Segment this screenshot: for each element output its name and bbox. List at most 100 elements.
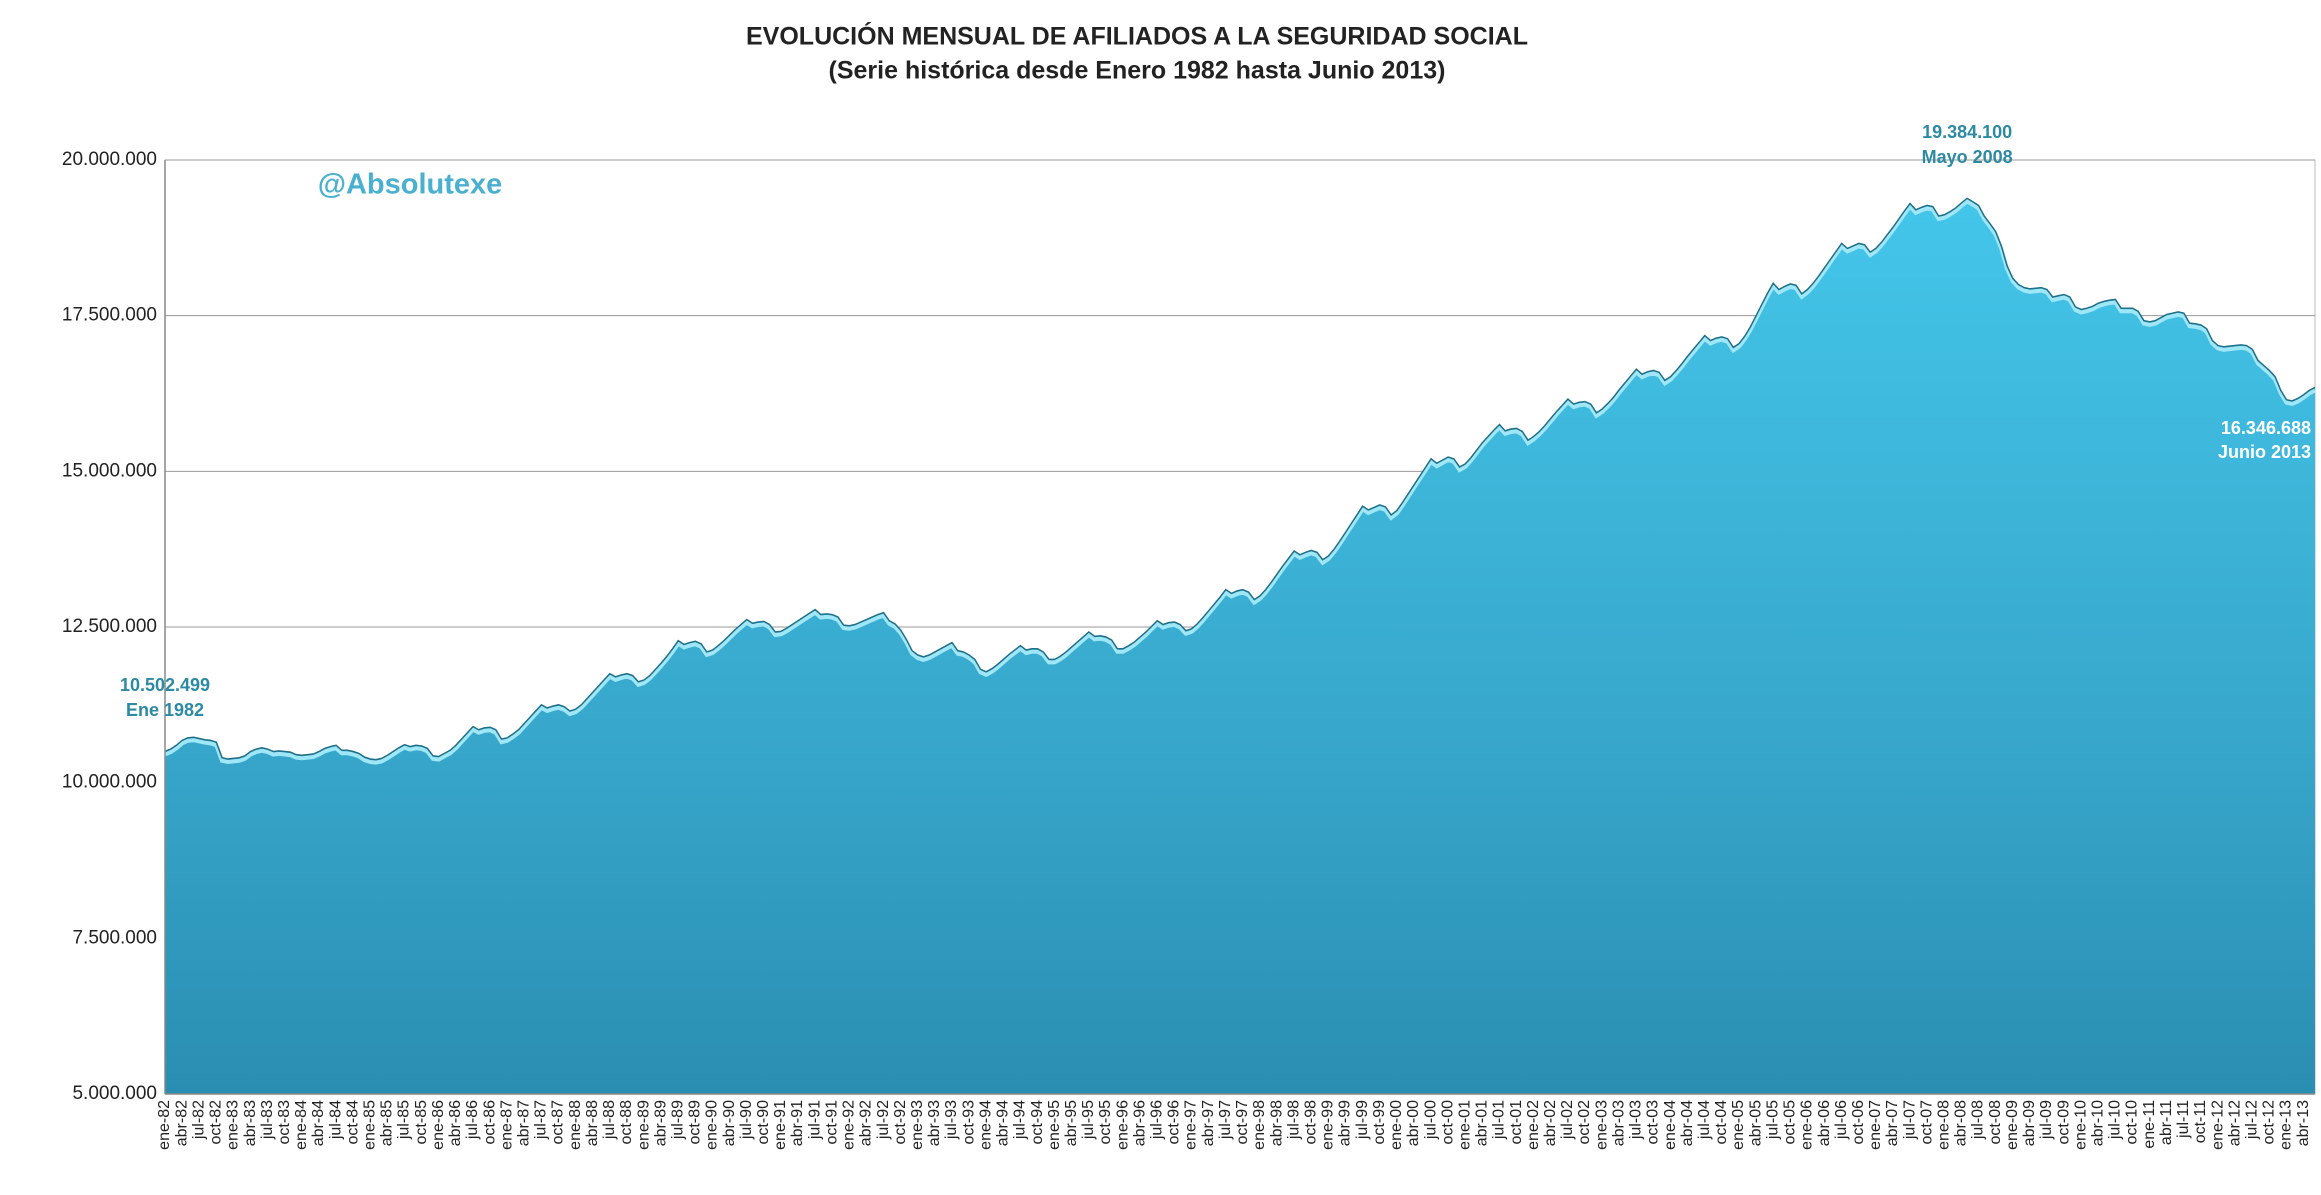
x-tick-label: ene-82 <box>156 1100 173 1150</box>
x-tick-label: oct-87 <box>550 1100 567 1145</box>
x-tick-label: jul-89 <box>669 1100 686 1140</box>
x-tick-label: ene-95 <box>1046 1100 1063 1150</box>
x-tick-label: oct-12 <box>2261 1100 2278 1145</box>
x-tick-label: ene-88 <box>567 1100 584 1150</box>
x-tick-label: abr-07 <box>1884 1100 1901 1146</box>
x-tick-label: oct-09 <box>2055 1100 2072 1145</box>
x-tick-label: oct-99 <box>1371 1100 1388 1145</box>
x-tick-label: oct-06 <box>1850 1100 1867 1145</box>
y-tick-label: 12.500.000 <box>62 616 157 637</box>
x-tick-label: abr-89 <box>652 1100 669 1146</box>
x-tick-label: jul-08 <box>1970 1100 1987 1140</box>
x-tick-label: oct-04 <box>1713 1100 1730 1145</box>
x-tick-label: oct-01 <box>1508 1100 1525 1145</box>
x-tick-label: abr-90 <box>721 1100 738 1146</box>
x-tick-label: abr-92 <box>858 1100 875 1146</box>
x-tick-label: abr-99 <box>1337 1100 1354 1146</box>
x-tick-label: ene-93 <box>909 1100 926 1150</box>
x-tick-label: ene-85 <box>362 1100 379 1150</box>
x-tick-label: abr-08 <box>1953 1100 1970 1146</box>
x-tick-label: jul-99 <box>1354 1100 1371 1140</box>
y-tick-label: 10.000.000 <box>62 772 157 793</box>
x-tick-label: abr-10 <box>2090 1100 2107 1146</box>
x-tick-label: ene-11 <box>2141 1100 2158 1149</box>
x-tick-label: jul-98 <box>1285 1100 1302 1140</box>
x-tick-label: jul-90 <box>738 1100 755 1140</box>
x-tick-label: oct-03 <box>1645 1100 1662 1145</box>
area <box>165 198 2315 1095</box>
x-tick-label: jul-88 <box>601 1100 618 1140</box>
x-tick-label: abr-04 <box>1679 1100 1696 1146</box>
x-tick-label: jul-09 <box>2038 1100 2055 1140</box>
x-tick-label: jul-92 <box>875 1100 892 1140</box>
x-tick-label: ene-97 <box>1183 1100 1200 1150</box>
x-tick-label: jul-97 <box>1217 1100 1234 1140</box>
annotation-value: 19.384.100 <box>1922 122 2012 142</box>
x-tick-label: oct-94 <box>1029 1100 1046 1145</box>
x-tick-label: abr-06 <box>1816 1100 1833 1146</box>
x-tick-label: abr-00 <box>1405 1100 1422 1146</box>
y-tick-label: 7.500.000 <box>72 927 157 948</box>
x-tick-label: oct-85 <box>413 1100 430 1145</box>
x-tick-label: abr-09 <box>2021 1100 2038 1146</box>
x-tick-label: abr-11 <box>2158 1100 2175 1145</box>
x-tick-label: jul-84 <box>327 1100 344 1140</box>
x-tick-label: ene-00 <box>1388 1100 1405 1150</box>
x-tick-label: oct-91 <box>823 1100 840 1145</box>
x-tick-label: abr-85 <box>379 1100 396 1146</box>
x-tick-label: oct-02 <box>1576 1100 1593 1145</box>
y-tick-label: 5.000.000 <box>72 1083 157 1104</box>
plot-area: 5.000.000 7.500.000 10.000.000 12.500.000 15… <box>62 149 2316 1150</box>
x-tick-label: jul-10 <box>2107 1100 2124 1140</box>
x-tick-label: jul-87 <box>533 1100 550 1140</box>
chart-subtitle: (Serie histórica desde Enero 1982 hasta … <box>829 57 1446 85</box>
x-tick-label: ene-05 <box>1730 1100 1747 1150</box>
x-tick-label: abr-12 <box>2226 1100 2243 1146</box>
x-tick-label: oct-96 <box>1166 1100 1183 1145</box>
x-tick-label: oct-00 <box>1439 1100 1456 1145</box>
annotation-date: Ene 1982 <box>126 700 204 720</box>
x-tick-label: abr-87 <box>516 1100 533 1146</box>
x-tick-label: oct-93 <box>960 1100 977 1145</box>
x-tick-label: abr-84 <box>310 1100 327 1146</box>
x-tick-label: abr-94 <box>995 1100 1012 1146</box>
x-tick-label: ene-04 <box>1662 1100 1679 1150</box>
x-tick-label: ene-91 <box>772 1100 789 1150</box>
x-tick-label: ene-98 <box>1251 1100 1268 1150</box>
x-tick-label: oct-05 <box>1782 1100 1799 1145</box>
x-tick-label: ene-90 <box>704 1100 721 1150</box>
x-tick-label: jul-12 <box>2243 1100 2260 1140</box>
x-tick-label: abr-02 <box>1542 1100 1559 1146</box>
x-tick-label: jul-00 <box>1422 1100 1439 1140</box>
x-tick-label: ene-08 <box>1936 1100 1953 1150</box>
x-tick-label: ene-12 <box>2209 1100 2226 1150</box>
watermark: @Absolutexe <box>318 169 503 201</box>
x-tick-label: ene-86 <box>430 1100 447 1150</box>
x-tick-label: ene-10 <box>2072 1100 2089 1150</box>
x-tick-label: oct-86 <box>481 1100 498 1145</box>
x-tick-label: oct-95 <box>1097 1100 1114 1145</box>
x-tick-label: ene-06 <box>1799 1100 1816 1150</box>
x-tick-label: oct-92 <box>892 1100 909 1145</box>
x-tick-label: abr-95 <box>1063 1100 1080 1146</box>
x-tick-label: abr-03 <box>1610 1100 1627 1146</box>
x-tick-label: jul-01 <box>1491 1100 1508 1140</box>
x-tick-label: jul-96 <box>1149 1100 1166 1140</box>
y-tick-label: 15.000.000 <box>62 460 157 481</box>
y-tick-label: 17.500.000 <box>62 305 157 326</box>
x-tick-label: jul-82 <box>190 1100 207 1140</box>
x-tick-label: oct-90 <box>755 1100 772 1145</box>
annotation-value: 10.502.499 <box>120 675 210 695</box>
x-tick-label: ene-84 <box>293 1100 310 1150</box>
x-tick-label: jul-05 <box>1764 1100 1781 1140</box>
chart-title: EVOLUCIÓN MENSUAL DE AFILIADOS A LA SEGU… <box>746 21 1528 51</box>
x-tick-label: jul-04 <box>1696 1100 1713 1140</box>
x-tick-label: oct-10 <box>2124 1100 2141 1145</box>
x-tick-label: ene-13 <box>2278 1100 2295 1150</box>
area-highlight <box>164 198 2316 765</box>
x-tick-label: abr-98 <box>1268 1100 1285 1146</box>
x-tick-label: jul-06 <box>1833 1100 1850 1140</box>
x-tick-label: abr-82 <box>173 1100 190 1146</box>
x-tick-label: abr-13 <box>2295 1100 2312 1146</box>
